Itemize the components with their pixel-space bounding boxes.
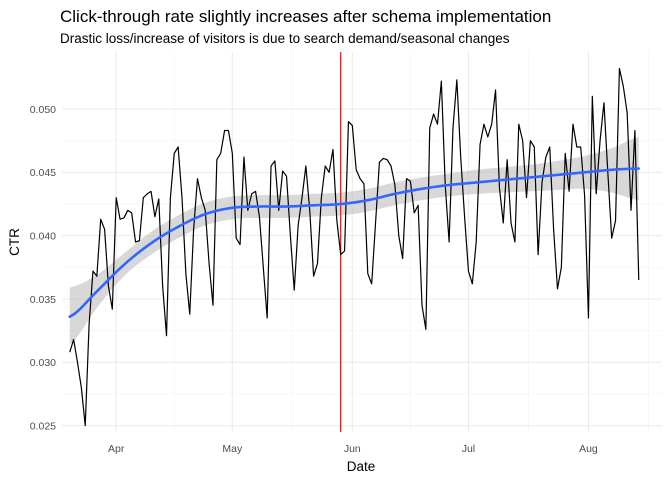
x-tick-label: Apr [108,443,125,455]
y-axis-ticks: 0.025 0.030 0.035 0.040 0.045 0.050 [30,104,56,433]
y-axis-title: CTR [7,228,22,256]
y-tick-label: 0.045 [30,167,56,179]
x-axis-title: Date [347,459,376,474]
x-tick-label: Jul [462,443,475,455]
y-tick-label: 0.030 [30,357,56,369]
y-tick-label: 0.040 [30,230,56,242]
smooth-trend-line [68,167,641,319]
smooth-line-layer [68,167,641,319]
chart-title: Click-through rate slightly increases af… [60,7,551,26]
y-tick-label: 0.050 [30,104,56,116]
confidence-band-layer [69,136,639,345]
confidence-band [69,136,639,345]
ctr-line-layer [69,67,640,427]
x-tick-label: Jun [344,443,361,455]
x-tick-label: May [222,443,243,455]
chart-subtitle: Drastic loss/increase of visitors is due… [60,31,510,46]
x-tick-label: Aug [579,443,598,455]
y-tick-label: 0.035 [30,294,56,306]
y-tick-label: 0.025 [30,420,56,432]
ctr-series-line [69,67,640,427]
x-axis-ticks: Apr May Jun Jul Aug [108,443,598,455]
